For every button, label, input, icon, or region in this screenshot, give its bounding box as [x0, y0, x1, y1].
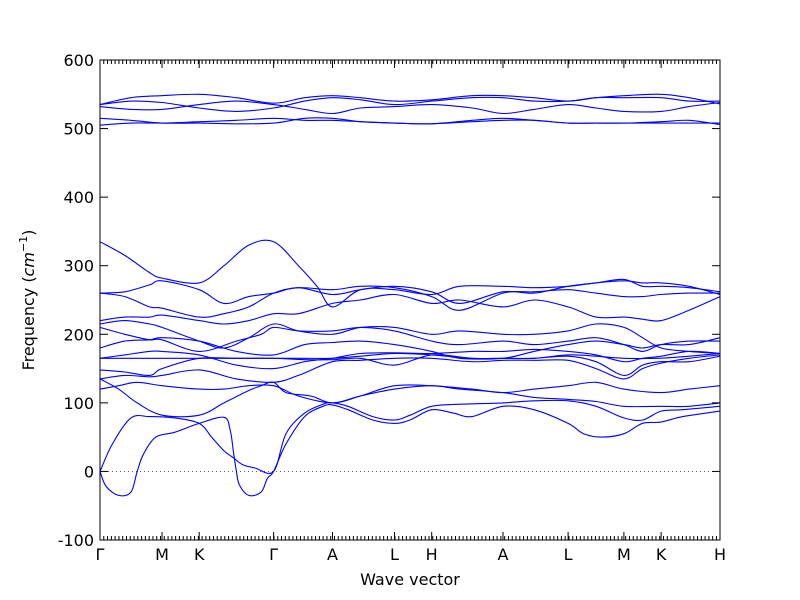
x-tick-label-7: H [426, 545, 438, 564]
band-5 [99, 354, 721, 383]
band-4 [99, 381, 721, 404]
band-7 [99, 352, 721, 366]
band-18 [99, 100, 721, 115]
band-1 [99, 404, 721, 497]
y-axis-label: Frequency (cm−1) [17, 230, 38, 371]
y-tick-label: 100 [63, 394, 94, 413]
y-tick-label: -100 [58, 531, 94, 550]
x-tick-label-9: L [564, 545, 573, 564]
band-13 [99, 285, 721, 318]
x-axis-label: Wave vector [360, 570, 460, 589]
x-tick-label-11: K [656, 545, 667, 564]
y-tick-label: 600 [63, 51, 94, 70]
band-2 [99, 399, 721, 474]
x-tick-label-12: H [714, 545, 726, 564]
plot-frame [99, 59, 721, 541]
band-20 [99, 93, 721, 106]
y-axis: -100 0 100 200 300 400 500 600 [58, 51, 720, 550]
y-tick-label: 200 [63, 325, 94, 344]
x-tick-label-4: Γ [269, 545, 278, 564]
band-lines [99, 93, 721, 497]
y-tick-label: 300 [63, 257, 94, 276]
band-19 [99, 96, 721, 112]
y-tick-label: 500 [63, 120, 94, 139]
band-9 [99, 337, 721, 360]
y-axis-label-text: Frequency [19, 288, 38, 371]
x-tick-label-2: M [155, 545, 169, 564]
x-tick-label-1: Γ [96, 545, 105, 564]
x-tick-label-6: L [390, 545, 399, 564]
band-17 [99, 117, 721, 126]
x-tick-label-5: A [327, 545, 338, 564]
band-6 [99, 352, 721, 377]
band-15 [99, 239, 721, 308]
band-10 [99, 326, 721, 352]
y-tick-label: 0 [84, 462, 94, 481]
y-axis-label-unit: cm [19, 252, 38, 276]
band-11 [99, 320, 721, 355]
x-tick-label-10: M [617, 545, 631, 564]
y-tick-label: 400 [63, 188, 94, 207]
x-tick-label-8: A [498, 545, 509, 564]
band-12 [99, 293, 721, 325]
y-axis-label-unit-exp: −1 [17, 236, 30, 252]
band-8 [99, 348, 721, 370]
x-tick-label-3: K [194, 545, 205, 564]
